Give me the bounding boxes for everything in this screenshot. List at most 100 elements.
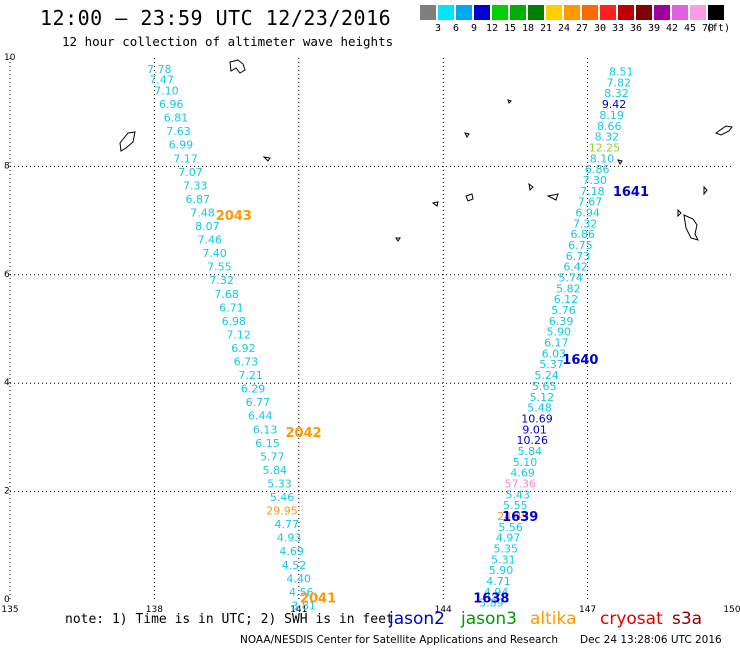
color-swatch	[546, 5, 562, 20]
color-swatch	[510, 5, 526, 20]
legend-jason3: jason3	[461, 609, 517, 629]
color-swatch	[618, 5, 634, 20]
island-shape	[507, 99, 512, 104]
y-tick-label: 4	[4, 378, 10, 388]
wave-height-label: 5.82	[556, 282, 581, 295]
x-tick-label: 138	[146, 605, 163, 615]
wave-height-label: 6.94	[575, 206, 600, 219]
wave-height-label: 6.81	[164, 112, 189, 125]
wave-height-label: 7.78	[147, 63, 172, 76]
wave-height-label: 6.92	[231, 342, 256, 355]
x-tick-label: 141	[290, 605, 307, 615]
color-swatch	[690, 5, 706, 20]
page-subtitle: 12 hour collection of altimeter wave hei…	[62, 34, 394, 49]
color-scale-label: 21	[539, 23, 553, 34]
wave-height-label: 7.63	[166, 125, 191, 138]
wave-height-label: 7.21	[238, 369, 263, 382]
color-scale-label: 6	[452, 23, 460, 34]
color-swatch	[438, 5, 454, 20]
wave-height-label: 6.12	[554, 293, 579, 306]
wave-height-label: 5.24	[534, 369, 559, 382]
color-scale-label: 9	[470, 23, 478, 34]
wave-height-label: 6.39	[549, 315, 574, 328]
wave-height-label: 7.10	[154, 85, 179, 98]
wave-height-label: 7.68	[214, 288, 239, 301]
color-swatch	[708, 5, 724, 20]
y-tick-label: 8	[4, 161, 10, 171]
wave-height-label: 5.46	[270, 491, 295, 504]
wave-height-label: 7.12	[226, 328, 251, 341]
wave-height-label: 4.69	[279, 545, 304, 558]
color-scale-label: 70	[701, 23, 715, 34]
wave-height-label: 7.48	[190, 206, 215, 219]
wave-height-label: 5.33	[267, 477, 292, 490]
wave-height-label: 6.03	[542, 347, 567, 360]
wave-height-label: 6.99	[169, 139, 194, 152]
wave-height-label: 5.84	[518, 445, 543, 458]
wave-height-label: 8.51	[609, 66, 634, 79]
color-scale-label: 42	[665, 23, 679, 34]
wave-height-label: 29.95	[266, 505, 298, 518]
track-number-label: 1641	[613, 185, 649, 200]
wave-height-label: 7.47	[149, 74, 174, 87]
wave-height-label: 5.84	[262, 464, 287, 477]
page-title: 12:00 – 23:59 UTC 12/23/2016	[40, 6, 392, 30]
color-scale-label: 30	[593, 23, 607, 34]
x-tick-label: 135	[1, 605, 18, 615]
wave-height-label: 5.56	[498, 521, 523, 534]
wave-height-label: 6.44	[248, 410, 273, 423]
wave-height-label: 3.89	[479, 597, 504, 610]
wave-height-label: 6.13	[253, 423, 278, 436]
wave-height-label: 9.01	[522, 423, 547, 436]
wave-height-label: 7.32	[573, 217, 598, 230]
wave-height-label: 6.73	[234, 356, 259, 369]
grid-layer	[10, 58, 732, 600]
wave-height-label: 8.32	[604, 87, 629, 100]
wave-height-label: 7.17	[173, 152, 198, 165]
wave-height-label: 6.15	[255, 437, 280, 450]
island-shape	[395, 237, 401, 242]
wave-height-label: 5.77	[260, 450, 285, 463]
footer-note: note: 1) Time is in UTC; 2) SWH is in fe…	[65, 612, 394, 627]
color-swatch	[564, 5, 580, 20]
color-scale-label: 33	[611, 23, 625, 34]
wave-height-label: 5.76	[551, 304, 576, 317]
wave-height-label: 7.82	[607, 76, 632, 89]
footer-timestamp: Dec 24 13:28:06 UTC 2016	[580, 634, 722, 646]
x-tick-label: 150	[723, 605, 740, 615]
wave-height-label: 5.35	[494, 543, 519, 556]
data-points: 7.787.477.106.966.817.636.997.177.077.33…	[147, 63, 634, 613]
color-scale-label: 24	[557, 23, 571, 34]
track-number-label: 1638	[473, 591, 509, 606]
legend-cryosat: cryosat	[600, 609, 663, 629]
wave-height-label: 5.10	[513, 456, 538, 469]
wave-height-label: 7.30	[583, 174, 608, 187]
color-swatch	[582, 5, 598, 20]
wave-height-label: 10.26	[516, 434, 548, 447]
wave-height-label: 4.40	[287, 572, 312, 585]
wave-height-label: 7.67	[578, 196, 603, 209]
wave-height-label: 4.97	[496, 532, 521, 545]
color-swatch	[474, 5, 490, 20]
island-shape	[229, 59, 246, 74]
color-scale-label: 45	[683, 23, 697, 34]
wave-height-label: 4.71	[486, 575, 511, 588]
footer-credit: NOAA/NESDIS Center for Satellite Applica…	[240, 634, 558, 646]
wave-height-label: 8.19	[599, 109, 624, 122]
island-shape	[119, 131, 136, 152]
color-swatch	[492, 5, 508, 20]
wave-height-label: 6.73	[566, 250, 591, 263]
x-tick-label: 144	[435, 605, 452, 615]
color-scale-label: 3	[434, 23, 442, 34]
color-swatch	[528, 5, 544, 20]
wave-height-label: 7.18	[580, 185, 605, 198]
wave-height-label: 6.86	[571, 228, 596, 241]
wave-height-label: 5.48	[527, 402, 552, 415]
wave-height-label: 6.96	[159, 98, 184, 111]
track-number-label: 1640	[562, 353, 598, 368]
island-shape	[714, 125, 733, 136]
color-scale-label: 15	[503, 23, 517, 34]
x-tick-label: 147	[579, 605, 596, 615]
legend-jason2: jason2	[389, 609, 445, 629]
